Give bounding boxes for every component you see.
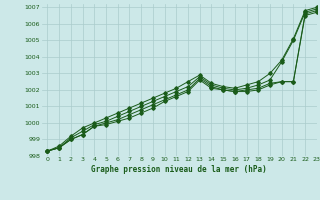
X-axis label: Graphe pression niveau de la mer (hPa): Graphe pression niveau de la mer (hPa)	[91, 165, 267, 174]
